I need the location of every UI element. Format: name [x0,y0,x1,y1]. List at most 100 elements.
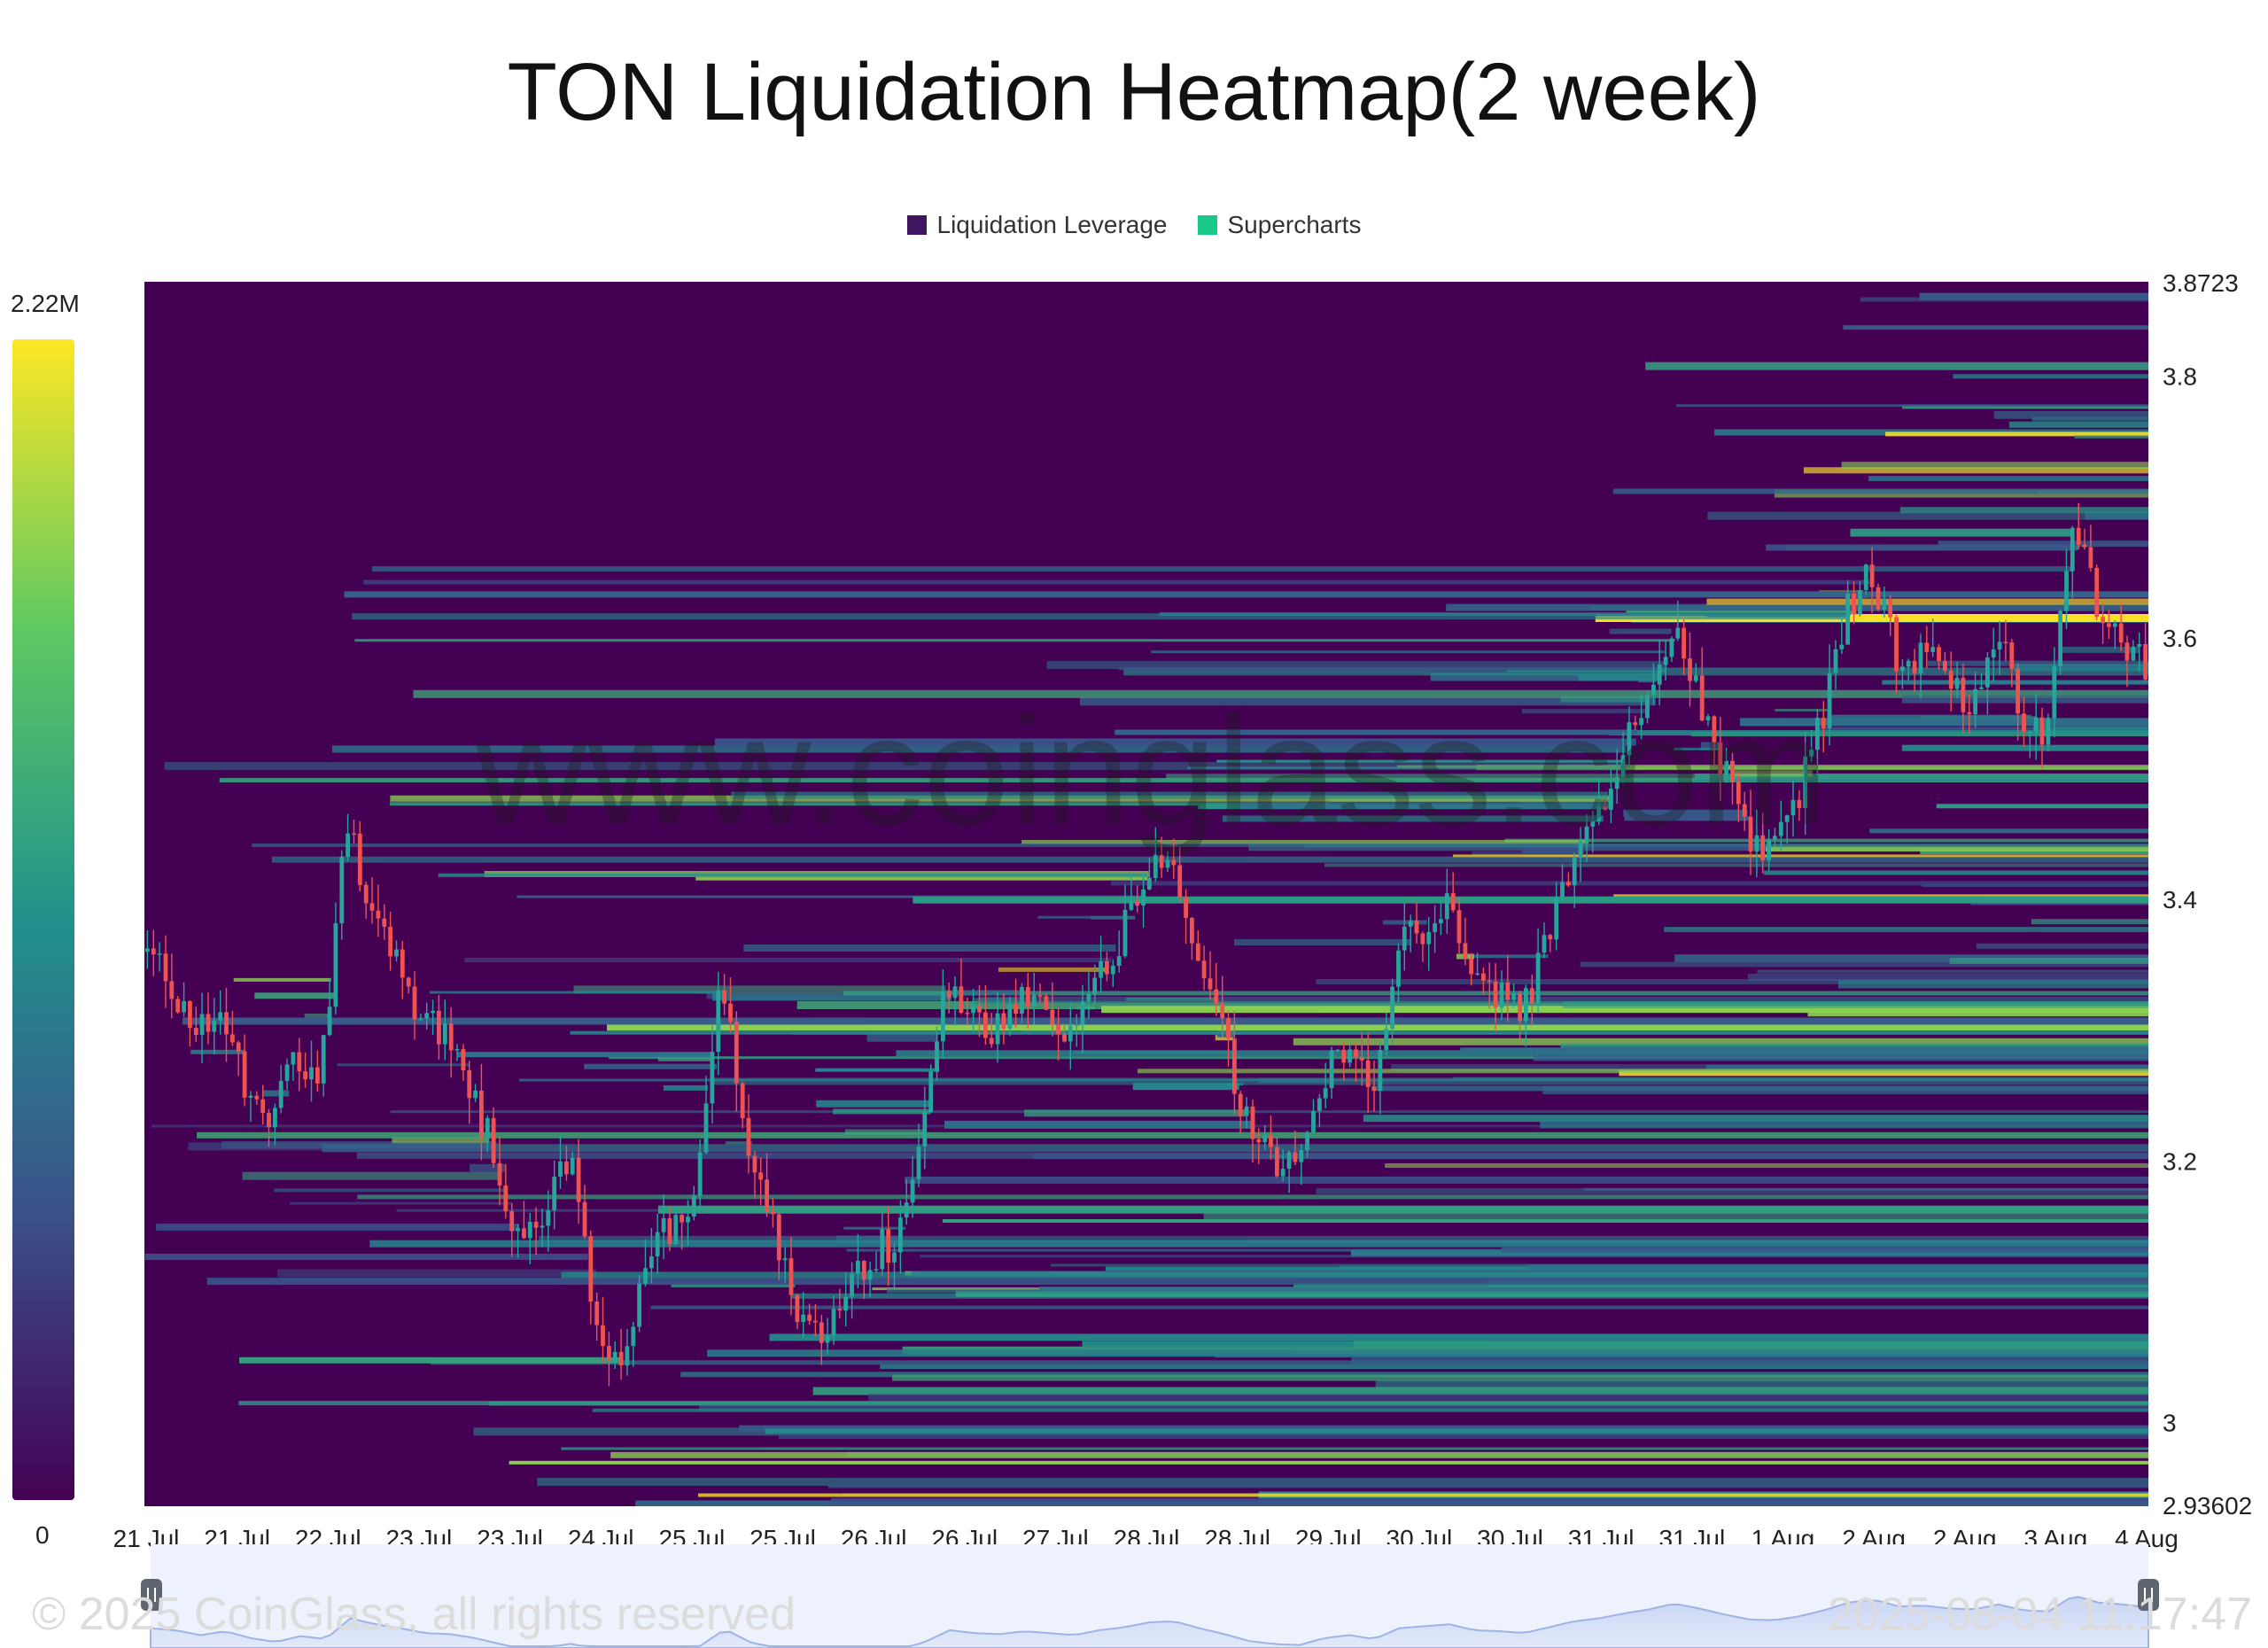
liquidation-band [1216,759,1625,763]
liquidation-band [779,1434,2148,1439]
price-candle [1171,838,1177,880]
price-candle [1778,800,1783,851]
liquidation-band [277,1269,597,1278]
liquidation-band [743,944,1116,952]
price-candle [843,1271,849,1326]
liquidation-band [413,689,2148,698]
price-candle [1311,1099,1316,1134]
price-candle [1195,930,1200,961]
price-candle [1718,717,1723,801]
price-candle [765,1153,769,1217]
price-candle [188,999,192,1047]
price-candle [1220,976,1225,1038]
liquidation-band [880,1364,2148,1370]
price-candle [1487,962,1492,1009]
liquidation-band [833,1108,931,1115]
price-candle [254,1091,260,1105]
price-candle [643,1240,648,1287]
navigator-left-handle[interactable] [141,1579,162,1611]
liquidation-band [1747,973,2148,981]
price-candle [467,1061,472,1124]
price-candle [1699,647,1705,722]
liquidation-band [1166,773,2148,781]
liquidation-band [392,1137,490,1144]
legend-label-supercharts: Supercharts [1227,211,1362,238]
price-candle [1627,706,1632,768]
price-candle [442,999,447,1061]
price-candle [1754,809,1759,878]
price-candle [473,1084,478,1102]
price-candle [1797,789,1802,821]
price-candle [2033,693,2039,760]
price-candle [2124,635,2130,688]
liquidation-band [1732,770,1813,777]
price-candle [363,881,369,919]
price-candle [2107,610,2111,640]
price-candle [1129,875,1134,912]
price-candle [1852,581,1856,625]
price-candle [691,1185,696,1221]
price-candle [1056,1008,1060,1061]
liquidation-band [1580,961,2148,968]
liquidation-band [816,1100,932,1108]
liquidation-band [1119,666,1660,671]
price-candle [746,1094,751,1174]
liquidation-band [942,1219,2148,1223]
liquidation-band [1645,361,2148,370]
liquidation-band [941,990,1021,996]
price-candle [1269,1116,1273,1160]
price-candle [825,1318,830,1355]
liquidation-band [1521,709,1646,714]
liquidation-band [372,566,2073,572]
price-candle [1535,928,1541,1014]
navigator-right-handle[interactable] [2138,1579,2159,1611]
liquidation-band [1522,845,1585,854]
price-candle [2046,713,2051,752]
liquidation-band [1563,1000,2148,1008]
price-candle [1518,991,1522,1039]
price-candle [1499,970,1504,1021]
color-scale-bar [12,339,74,1500]
liquidation-band [998,967,1105,972]
legend-item-supercharts[interactable]: Supercharts [1197,211,1362,239]
price-candle [1596,778,1602,826]
price-candle [1876,583,1881,611]
liquidation-band [955,1290,2148,1297]
price-candle [1116,930,1122,973]
price-candle [1524,984,1528,1047]
price-candle [1961,664,1966,734]
price-candle [1918,634,1923,699]
liquidation-band [1868,476,2148,482]
price-candle [224,987,229,1062]
price-candle [856,1233,860,1289]
liquidation-band [1819,727,2148,731]
price-candle [309,1040,314,1102]
price-candle [321,1034,326,1097]
chart-title: TON Liquidation Heatmap(2 week) [507,47,1761,137]
liquidation-band [2074,435,2148,439]
price-candle [673,1206,679,1246]
price-candle [601,1296,605,1364]
price-candle [1317,1093,1322,1128]
y-tick-label: 3.8 [2163,363,2197,391]
liquidation-band [1706,614,1849,618]
liquidation-band [1838,980,2148,989]
price-candle [212,998,217,1055]
liquidation-band [1757,969,2148,974]
price-candle [1493,963,1498,1032]
price-candle [1384,1012,1389,1056]
price-candle [1323,1062,1328,1108]
legend-item-liquidation-leverage[interactable]: Liquidation Leverage [906,211,1168,239]
price-candle [1238,1090,1243,1134]
liquidation-band [1293,1038,2148,1046]
price-candle [1572,852,1577,908]
price-candle [1147,858,1152,890]
liquidation-band [868,1393,2148,1401]
liquidation-band [390,1110,2148,1114]
liquidation-band [2031,416,2148,422]
price-candle [850,1262,854,1319]
liquidation-band [1501,1247,2148,1253]
price-candle [1141,873,1146,929]
liquidation-band [1248,843,2148,851]
